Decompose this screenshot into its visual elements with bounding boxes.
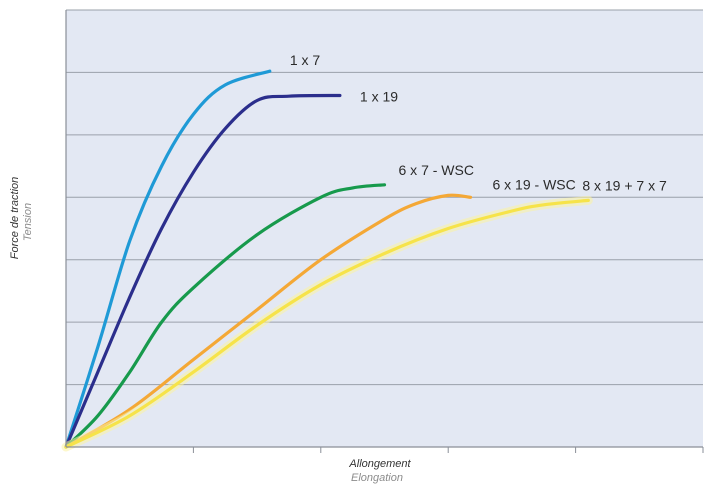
series-label-4: 6 x 19 - WSC (492, 176, 575, 192)
x-axis-subtitle: Elongation (351, 472, 403, 484)
series-label-5: 8 x 19 + 7 x 7 (582, 177, 667, 193)
series-line-2 (64, 93, 342, 449)
series-label-3: 6 x 7 - WSC (399, 162, 474, 178)
x-axis-title: Allongement (348, 458, 411, 470)
series-line-1 (64, 69, 272, 449)
series-labels: 1 x 7 1 x 19 6 x 7 - WSC 6 x 19 - WSC 8 x 19… (290, 52, 667, 193)
series-line-3 (64, 183, 387, 449)
series-label-1: 1 x 7 (290, 52, 321, 68)
y-axis-title: Force de traction (9, 177, 21, 260)
x-ticks (192, 447, 704, 453)
y-axis-subtitle: Tension (22, 203, 34, 241)
series-line-5 (64, 198, 590, 449)
plot-background (66, 10, 703, 447)
series-lines (61, 69, 593, 452)
series-line-4 (64, 193, 473, 449)
series-label-2: 1 x 19 (360, 89, 398, 105)
